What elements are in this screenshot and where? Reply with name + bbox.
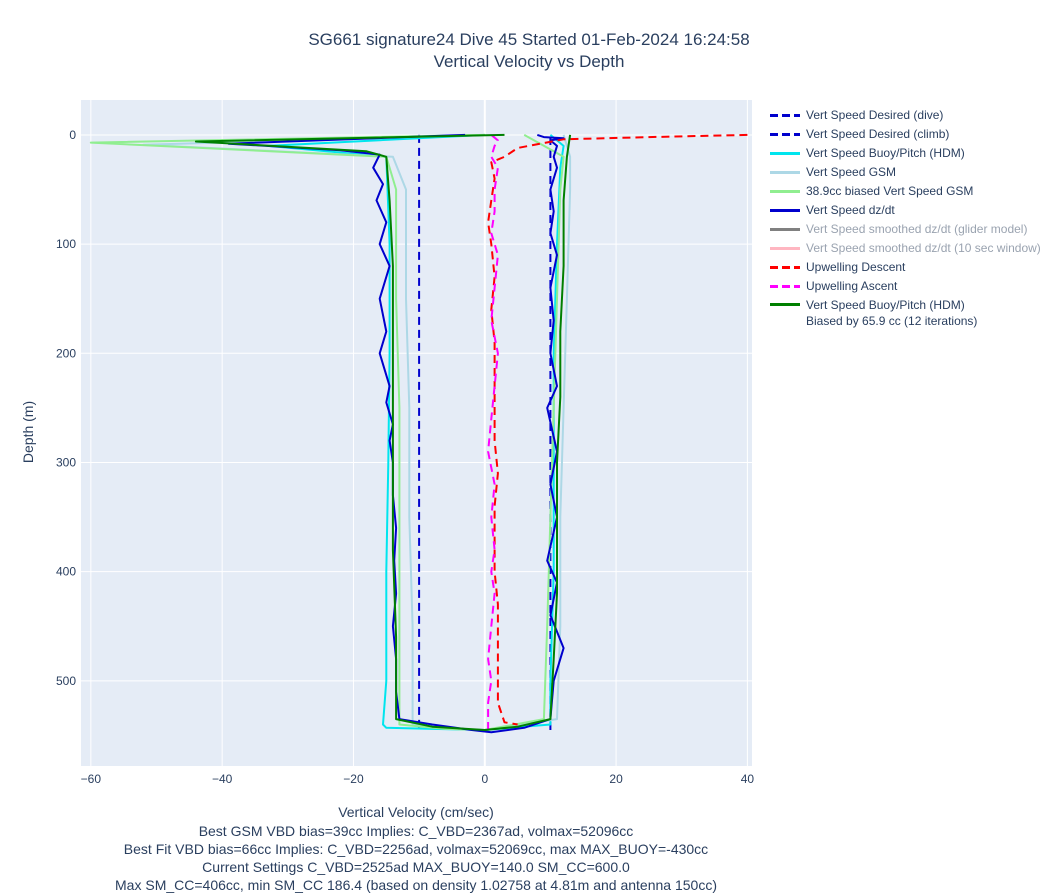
x-tick-label: −60 bbox=[81, 772, 102, 786]
series-line-3 bbox=[267, 133, 565, 731]
y-axis-ticks: 0 100 200 300 400 500 bbox=[56, 128, 76, 688]
legend-swatch bbox=[770, 133, 800, 136]
legend-swatch bbox=[770, 171, 800, 174]
legend-swatch bbox=[770, 266, 800, 269]
legend-label: Vert Speed dz/dt bbox=[806, 203, 895, 217]
legend-swatch bbox=[770, 190, 800, 193]
x-tick-label: −40 bbox=[212, 772, 233, 786]
legend-swatch bbox=[770, 285, 800, 288]
legend-label: Vert Speed Desired (climb) bbox=[806, 127, 950, 141]
y-tick-label: 100 bbox=[56, 237, 76, 251]
legend-swatch bbox=[770, 303, 800, 306]
chart-title: SG661 signature24 Dive 45 Started 01-Feb… bbox=[308, 30, 750, 49]
x-tick-label: −20 bbox=[343, 772, 364, 786]
legend-label: Upwelling Ascent bbox=[806, 279, 898, 293]
y-tick-label: 200 bbox=[56, 346, 76, 360]
legend-swatch bbox=[770, 247, 800, 250]
y-tick-label: 300 bbox=[56, 455, 76, 469]
grid bbox=[81, 100, 752, 766]
legend-swatch bbox=[770, 228, 800, 231]
series-line-9 bbox=[487, 133, 748, 726]
x-tick-label: 0 bbox=[481, 772, 488, 786]
bias-notes: Best GSM VBD bias=39cc Implies: C_VBD=23… bbox=[0, 822, 832, 894]
y-axis-label: Depth (m) bbox=[20, 400, 36, 464]
legend-swatch bbox=[770, 209, 800, 212]
y-tick-label: 500 bbox=[56, 674, 76, 688]
x-tick-label: 20 bbox=[609, 772, 623, 786]
legend-label: Vert Speed Desired (dive) bbox=[806, 108, 944, 122]
series-line-10 bbox=[487, 134, 499, 730]
y-tick-label: 400 bbox=[56, 565, 76, 579]
legend-label: Upwelling Descent bbox=[806, 260, 906, 274]
x-axis-label: Vertical Velocity (cm/sec) bbox=[338, 804, 494, 820]
x-axis-ticks: −60 −40 −20 0 20 40 bbox=[81, 772, 755, 786]
legend-label: Vert Speed smoothed dz/dt (glider model) bbox=[806, 222, 1028, 236]
series-line-11 bbox=[194, 133, 572, 731]
traces bbox=[89, 133, 748, 734]
plot-area bbox=[81, 100, 752, 766]
y-tick-label: 0 bbox=[69, 128, 76, 142]
legend-label: Vert Speed Buoy/Pitch (HDM) Biased by 65.… bbox=[806, 298, 978, 328]
legend-label: 38.9cc biased Vert Speed GSM bbox=[806, 184, 974, 198]
chart-subtitle: Vertical Velocity vs Depth bbox=[433, 52, 625, 71]
legend-swatch bbox=[770, 152, 800, 155]
series-line-5 bbox=[89, 133, 565, 731]
note-line: Max SM_CC=406cc, min SM_CC 186.4 (based … bbox=[115, 877, 717, 893]
legend-label: Vert Speed smoothed dz/dt (10 sec window… bbox=[806, 241, 1041, 255]
legend-swatch bbox=[770, 114, 800, 117]
legend-label: Vert Speed Buoy/Pitch (HDM) bbox=[806, 146, 965, 160]
note-line: Best Fit VBD bias=66cc Implies: C_VBD=22… bbox=[123, 841, 709, 857]
x-tick-label: 40 bbox=[741, 772, 755, 786]
note-line: Best GSM VBD bias=39cc Implies: C_VBD=23… bbox=[198, 823, 634, 839]
legend-label: Vert Speed GSM bbox=[806, 165, 897, 179]
note-line: Current Settings C_VBD=2525ad MAX_BUOY=1… bbox=[202, 859, 630, 875]
